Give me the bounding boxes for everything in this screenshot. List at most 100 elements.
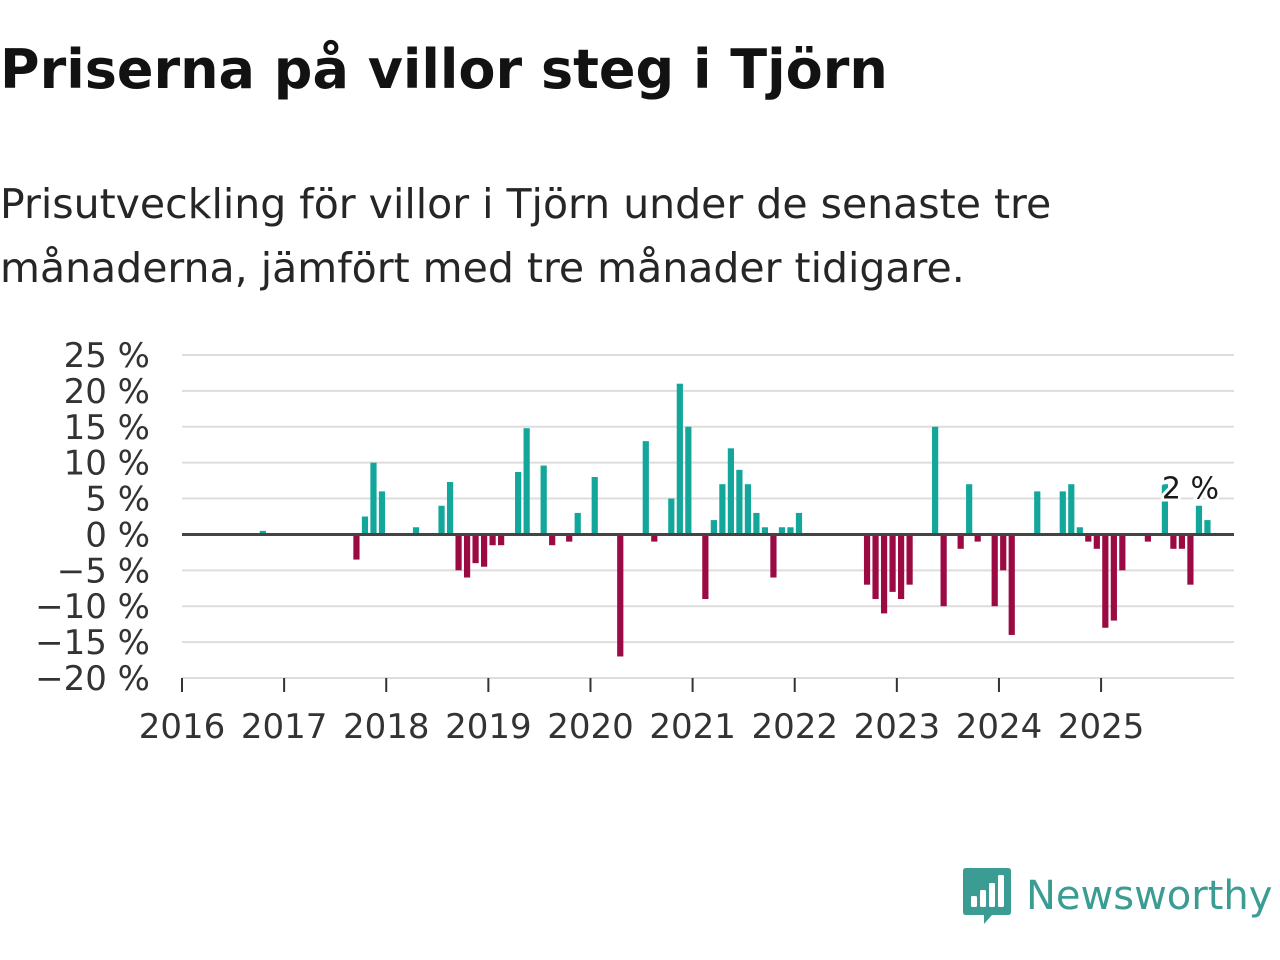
bar: [259, 530, 266, 535]
bar: [872, 534, 879, 600]
x-axis-ticks: 2016 2017 2018 2019 2020 2021 2022 2023 2024 2025: [139, 678, 1145, 740]
y-tick-label: 20 %: [64, 372, 150, 412]
bar: [353, 534, 360, 560]
x-tick-label: 2022: [751, 707, 838, 740]
bar: [1093, 534, 1100, 549]
y-tick-label: 5 %: [85, 480, 150, 520]
x-tick-label: 2021: [649, 707, 736, 740]
bar: [498, 534, 505, 546]
bar: [1110, 534, 1117, 621]
bar: [966, 484, 973, 535]
bar: [617, 534, 624, 657]
bar: [753, 512, 760, 535]
bar: [940, 534, 947, 607]
bar: [795, 512, 803, 535]
bar: [1170, 534, 1177, 549]
bar: [642, 441, 649, 535]
bar: [1195, 505, 1203, 535]
y-tick-label: 15 %: [64, 408, 150, 448]
bar: [736, 469, 743, 535]
bar: [523, 428, 530, 535]
bar: [1119, 534, 1126, 571]
bar: [957, 534, 964, 549]
bar: [574, 512, 581, 535]
bar: [1000, 534, 1007, 571]
y-tick-label: −5 %: [57, 551, 150, 591]
bar: [472, 534, 479, 564]
bar: [770, 534, 777, 578]
x-tick-label: 2019: [445, 707, 532, 740]
bar: [1085, 534, 1092, 542]
bar: [1076, 527, 1083, 535]
bar: [378, 491, 386, 535]
y-tick-label: 25 %: [64, 336, 150, 376]
bar: [1068, 484, 1075, 535]
x-tick-label: 2023: [854, 707, 941, 740]
bar: [455, 534, 462, 571]
x-tick-label: 2016: [139, 707, 226, 740]
bar: [744, 484, 752, 535]
bar-chart: 25 %20 %15 %10 %5 %0 %−5 %−10 %−15 %−20 …: [35, 336, 1234, 740]
y-axis-ticks: 25 %20 %15 %10 %5 %0 %−5 %−10 %−15 %−20 …: [35, 336, 150, 699]
bar: [1008, 534, 1015, 635]
bar: [778, 527, 786, 535]
bar: [591, 477, 598, 535]
bar: [1204, 520, 1211, 535]
bar: [515, 472, 522, 535]
x-tick-label: 2017: [241, 707, 328, 740]
bar: [702, 534, 709, 600]
bar: [481, 534, 488, 567]
chart-subtitle: Prisutveckling för villor i Tjörn under …: [0, 180, 1052, 292]
bar: [761, 527, 769, 535]
bar: [906, 534, 913, 585]
bar: [880, 534, 888, 614]
bar: [1161, 484, 1169, 535]
bar: [438, 505, 445, 535]
latest-value-label: 2 %: [1162, 472, 1219, 507]
y-tick-label: −15 %: [35, 623, 150, 663]
brand-logo[interactable]: Newsworthy: [962, 864, 1272, 928]
bar: [1187, 534, 1194, 585]
bar: [991, 534, 998, 607]
annotations: 2 %: [1159, 469, 1222, 510]
bar: [668, 498, 675, 535]
chart-title: Priserna på villor steg i Tjörn: [0, 38, 888, 101]
x-tick-label: 2020: [547, 707, 634, 740]
bar: [463, 534, 471, 578]
y-tick-label: −20 %: [35, 659, 150, 699]
x-tick-label: 2025: [1058, 707, 1145, 740]
bar: [370, 462, 377, 535]
bar: [1034, 491, 1041, 535]
bar: [361, 516, 369, 535]
bar: [1102, 534, 1109, 628]
bar: [787, 527, 794, 535]
y-tick-label: 10 %: [64, 444, 150, 484]
bar: [710, 520, 717, 535]
bar: [898, 534, 905, 600]
y-tick-label: −10 %: [35, 587, 150, 627]
bars: [259, 383, 1211, 657]
x-tick-label: 2018: [343, 707, 430, 740]
bar: [412, 527, 420, 535]
bar: [540, 465, 547, 535]
bar: [719, 484, 726, 535]
bar: [566, 534, 573, 542]
x-tick-label: 2024: [956, 707, 1043, 740]
bar: [446, 482, 454, 535]
bar: [974, 534, 981, 542]
brand-name: Newsworthy: [1026, 873, 1273, 919]
y-tick-label: 0 %: [85, 515, 150, 555]
newsworthy-logo-icon: [963, 868, 1011, 924]
bar: [1178, 534, 1186, 549]
bar: [489, 534, 496, 546]
gridlines: [182, 354, 1234, 679]
bar: [1144, 534, 1151, 542]
bar: [863, 534, 871, 585]
bar: [685, 426, 692, 535]
bar: [651, 534, 658, 542]
bar: [676, 383, 683, 535]
bar: [1059, 491, 1066, 535]
bar: [932, 426, 939, 535]
bar: [549, 534, 556, 546]
bar: [727, 448, 734, 535]
